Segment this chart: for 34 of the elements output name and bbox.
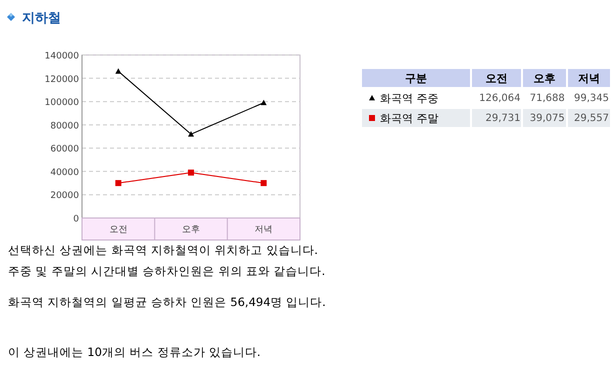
- point: [188, 170, 194, 176]
- category-label: 오후: [522, 68, 567, 88]
- data-label: 29,557: [566, 108, 611, 128]
- data-label: 99,345: [566, 88, 611, 108]
- point: [260, 100, 267, 106]
- y-tick-label: 120000: [44, 74, 80, 85]
- category-label: 오전: [471, 68, 522, 88]
- text: 화곡역 지하철역의 일평균 승하차 인원은 56,494명 입니다.: [8, 295, 326, 309]
- legend-label: 화곡역 주말: [361, 108, 471, 128]
- text: 선택하신 상권에는 화곡역 지하철역이 위치하고 있습니다.: [8, 243, 318, 257]
- y-tick-label: 100000: [44, 98, 80, 108]
- y-tick-label: 140000: [44, 52, 80, 62]
- category-label: 저녁: [566, 68, 611, 88]
- x-tick-label: 저녁: [254, 225, 273, 235]
- chart-title: 지하철: [22, 11, 61, 26]
- y-tick-label: 80000: [50, 121, 80, 132]
- point: [260, 180, 267, 186]
- point: [115, 68, 122, 74]
- text: 주중 및 주말의 시간대별 승하차인원은 위의 표와 같습니다.: [8, 264, 326, 278]
- point: [188, 131, 194, 137]
- legend-label: 화곡역 주중: [361, 88, 471, 108]
- x-tick-label: 오후: [182, 225, 200, 235]
- y-tick-label: 0: [73, 214, 80, 224]
- data-label: 71,688: [522, 88, 567, 108]
- point: [115, 180, 122, 186]
- data-label: 29,731: [471, 108, 522, 128]
- y-tick-label: 20000: [50, 191, 80, 202]
- y-tick-label: 40000: [50, 168, 80, 178]
- y-tick-label: 60000: [50, 144, 80, 155]
- x-tick-label: 오전: [109, 225, 128, 235]
- data-label: 39,075: [522, 108, 567, 128]
- legend-title: 구분: [361, 68, 471, 88]
- text: 이 상권내에는 10개의 버스 정류소가 있습니다.: [8, 345, 261, 359]
- data-label: 126,064: [471, 88, 522, 108]
